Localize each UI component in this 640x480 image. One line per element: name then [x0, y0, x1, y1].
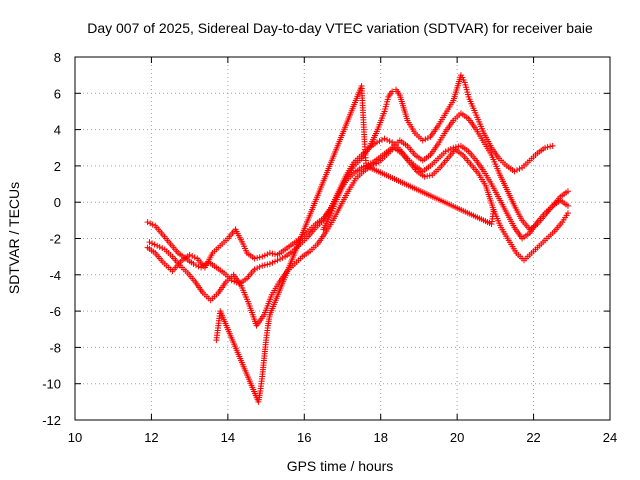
- data-point: [426, 172, 433, 179]
- data-point: [259, 262, 266, 269]
- data-point: [386, 138, 393, 145]
- data-point: [159, 245, 166, 252]
- data-point: [421, 173, 428, 180]
- data-point: [389, 88, 396, 95]
- data-point: [147, 220, 154, 227]
- data-point: [378, 136, 385, 143]
- data-point: [256, 254, 263, 261]
- data-point: [274, 257, 281, 264]
- data-point: [151, 241, 158, 248]
- data-point: [269, 259, 276, 266]
- y-tick-label: 6: [54, 86, 61, 101]
- data-point: [189, 253, 196, 260]
- data-point: [511, 168, 518, 175]
- y-tick-label: -8: [49, 340, 61, 355]
- y-axis-label: SDTVAR / TECUs: [6, 182, 22, 294]
- data-point: [455, 143, 462, 150]
- data-point: [269, 250, 276, 257]
- data-point: [381, 135, 388, 142]
- data-point: [256, 263, 263, 270]
- data-point: [231, 278, 238, 285]
- x-tick-label: 12: [144, 430, 158, 445]
- x-tick-label: 18: [373, 430, 387, 445]
- y-tick-label: -2: [49, 232, 61, 247]
- data-point: [191, 254, 198, 261]
- data-point: [442, 148, 449, 155]
- data-point: [422, 136, 429, 143]
- data-point: [542, 144, 549, 151]
- data-point: [254, 254, 261, 261]
- data-point: [190, 260, 197, 267]
- data-point: [376, 138, 383, 145]
- chart-title: Day 007 of 2025, Sidereal Day-to-day VTE…: [87, 20, 593, 36]
- data-point: [146, 239, 153, 246]
- data-point: [384, 136, 391, 143]
- data-point: [490, 208, 497, 215]
- data-point: [149, 240, 156, 247]
- data-point: [370, 161, 377, 168]
- data-point: [251, 266, 258, 273]
- x-axis-label: GPS time / hours: [287, 458, 394, 474]
- data-point: [266, 250, 273, 257]
- data-point: [271, 258, 278, 265]
- y-tick-label: -12: [42, 413, 61, 428]
- data-point: [279, 254, 286, 261]
- x-tick-label: 22: [526, 430, 540, 445]
- data-point: [564, 188, 571, 195]
- data-point: [549, 142, 556, 149]
- y-tick-label: -6: [49, 304, 61, 319]
- data-point: [264, 251, 271, 258]
- data-point: [424, 135, 431, 142]
- x-tick-label: 24: [603, 430, 617, 445]
- data-point: [144, 219, 151, 226]
- data-point: [564, 210, 571, 217]
- y-tick-label: 0: [54, 195, 61, 210]
- data-point: [516, 165, 523, 172]
- data-point: [547, 143, 554, 150]
- data-point: [264, 261, 271, 268]
- x-tick-label: 16: [297, 430, 311, 445]
- x-tick-label: 20: [450, 430, 464, 445]
- data-point: [277, 256, 284, 263]
- data-point: [156, 243, 163, 250]
- data-point: [186, 251, 193, 258]
- data-point: [373, 139, 380, 146]
- y-tick-label: 2: [54, 159, 61, 174]
- data-point: [271, 251, 278, 258]
- data-point: [259, 253, 266, 260]
- data-point: [445, 147, 452, 154]
- data-point: [266, 260, 273, 267]
- data-point: [154, 242, 161, 249]
- data-point: [193, 262, 200, 269]
- x-tick-label: 14: [221, 430, 235, 445]
- data-point: [149, 221, 156, 228]
- y-tick-label: -10: [42, 377, 61, 392]
- y-tick-label: 8: [54, 50, 61, 65]
- data-point: [254, 265, 261, 272]
- data-point: [261, 252, 268, 259]
- data-point: [373, 160, 380, 167]
- data-point: [564, 202, 571, 209]
- data-point: [544, 144, 551, 151]
- data-points: [144, 72, 571, 405]
- data-point: [424, 173, 431, 180]
- data-point: [261, 262, 268, 269]
- data-point: [514, 167, 521, 174]
- y-tick-label: -4: [49, 268, 61, 283]
- y-tick-label: 4: [54, 123, 61, 138]
- data-point: [251, 255, 258, 262]
- data-point: [419, 137, 426, 144]
- x-tick-label: 10: [68, 430, 82, 445]
